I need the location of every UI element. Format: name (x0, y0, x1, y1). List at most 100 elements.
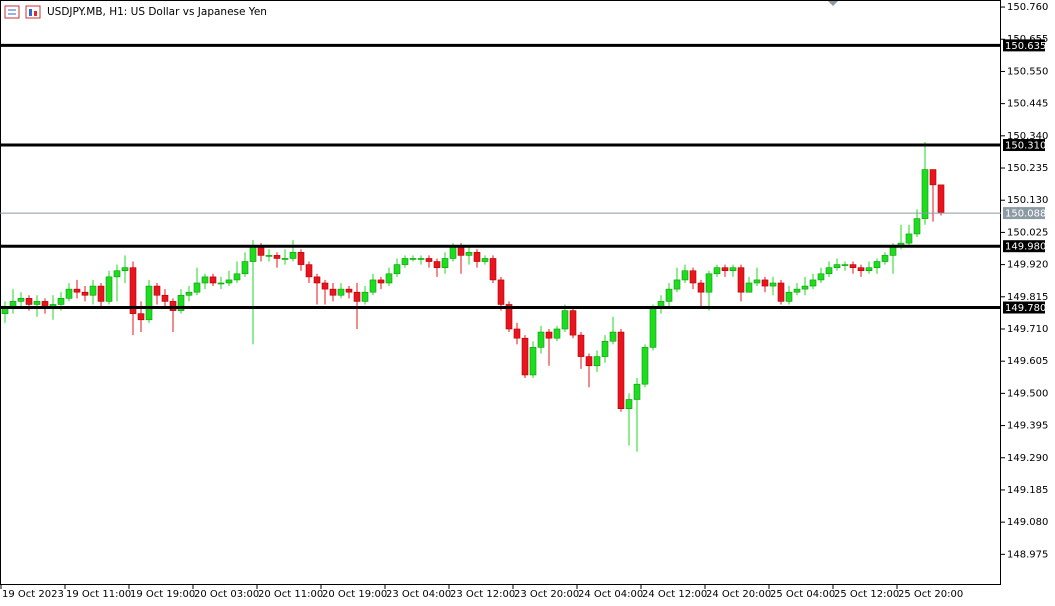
x-tick-label: 23 Oct 12:00 (450, 589, 515, 600)
x-tick-label: 19 Oct 2023 (2, 589, 64, 600)
candle-body (681, 270, 689, 281)
x-tick-label: 25 Oct 04:00 (770, 589, 835, 600)
candle-body (489, 258, 497, 281)
y-tick-label: 150.760 (1007, 2, 1048, 13)
candle-body (33, 301, 41, 305)
candle-body (145, 285, 153, 321)
y-tick-label: 149.290 (1007, 453, 1048, 464)
candle-body (553, 328, 561, 339)
level-box (1003, 39, 1045, 52)
candle-body (97, 285, 105, 302)
y-tick-label: 150.025 (1007, 227, 1048, 238)
candle-body (89, 285, 97, 296)
x-tick-label: 24 Oct 12:00 (642, 589, 707, 600)
candle-body (937, 184, 945, 214)
candle-body (617, 331, 625, 410)
candle-body (785, 291, 793, 302)
candle-body (209, 276, 217, 284)
x-tick-label: 24 Oct 20:00 (706, 589, 771, 600)
candle-body (777, 282, 785, 302)
y-tick-label: 150.235 (1007, 163, 1048, 174)
candle-body (817, 273, 825, 281)
candle-body (337, 288, 345, 296)
candle-body (329, 288, 337, 296)
level-box (1003, 139, 1045, 152)
candle-body (369, 279, 377, 293)
candle-body (185, 291, 193, 296)
candle-body (177, 294, 185, 311)
chart-icons (4, 5, 41, 19)
level-label: 150.635 (1005, 41, 1046, 52)
y-tick-label: 150.130 (1007, 195, 1048, 206)
chart-title: USDJPY.MB, H1: US Dollar vs Japanese Yen (47, 6, 267, 18)
y-tick-label: 150.445 (1007, 99, 1048, 110)
candle-body (809, 279, 817, 287)
candle-body (609, 331, 617, 342)
candle-body (25, 298, 33, 305)
candle-body (393, 264, 401, 275)
y-tick-label: 149.920 (1007, 260, 1048, 271)
candle-body (273, 255, 281, 259)
icon (29, 9, 32, 16)
candle-body (409, 258, 417, 260)
current-price-label: 150.088 (1005, 209, 1046, 220)
x-tick-label: 24 Oct 04:00 (578, 589, 643, 600)
level-label: 149.980 (1005, 242, 1046, 253)
level-label: 150.310 (1005, 141, 1046, 152)
x-tick-label: 19 Oct 19:00 (130, 589, 195, 600)
candle-body (825, 267, 833, 275)
candle-body (433, 261, 441, 268)
candle-body (385, 273, 393, 284)
candle-body (585, 356, 593, 367)
y-tick-label: 148.975 (1007, 549, 1048, 560)
candle-body (129, 267, 137, 314)
candle-body (169, 301, 177, 311)
candle-body (297, 252, 305, 265)
icon (34, 11, 37, 16)
candle-body (265, 255, 273, 257)
candle-body (233, 273, 241, 281)
x-tick-label: 20 Oct 19:00 (322, 589, 387, 600)
current-price-box (1003, 207, 1045, 220)
candle-body (217, 282, 225, 285)
candle-body (289, 252, 297, 259)
candle-body (801, 285, 809, 290)
candle-body (705, 273, 713, 293)
x-tick-label: 23 Oct 20:00 (514, 589, 579, 600)
candle-body (729, 267, 737, 272)
y-tick-label: 149.710 (1007, 324, 1048, 335)
y-tick-label: 150.340 (1007, 131, 1048, 142)
level-box (1003, 301, 1045, 314)
candle-body (361, 291, 369, 302)
level-label: 149.780 (1005, 303, 1046, 314)
candle-body (161, 294, 169, 302)
y-tick-label: 149.185 (1007, 485, 1048, 496)
icon (25, 5, 41, 19)
candle-body (425, 258, 433, 262)
candle-body (769, 282, 777, 287)
candle-body (137, 313, 145, 321)
candle-body (81, 291, 89, 296)
candle-body (641, 347, 649, 385)
candle-body (721, 267, 729, 272)
candle-body (561, 310, 569, 330)
candle-body (153, 285, 161, 296)
candle-body (673, 279, 681, 290)
candle-body (865, 267, 873, 272)
candle-body (649, 307, 657, 348)
candle-body (793, 288, 801, 293)
y-tick-label: 149.500 (1007, 388, 1048, 399)
candle-body (225, 279, 233, 284)
candle-body (57, 298, 65, 305)
candle-body (833, 264, 841, 268)
candle-body (921, 169, 929, 219)
shift-marker (828, 1, 838, 6)
candle-body (17, 298, 25, 302)
candle-body (713, 267, 721, 275)
candle-body (305, 264, 313, 278)
candle-body (313, 276, 321, 284)
candle-body (737, 267, 745, 293)
x-tick-label: 19 Oct 11:00 (66, 589, 131, 600)
x-tick-label: 25 Oct 20:00 (898, 589, 963, 600)
